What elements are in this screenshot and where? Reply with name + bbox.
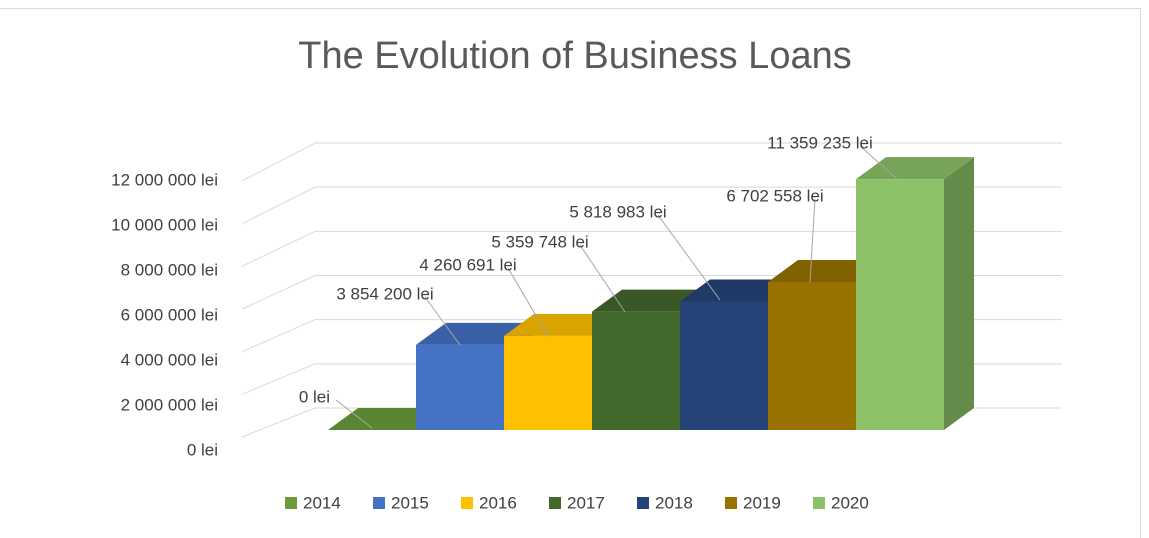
leader-line — [579, 244, 626, 313]
legend-swatch — [813, 497, 825, 509]
legend-swatch — [461, 497, 473, 509]
leader-line — [335, 399, 373, 429]
bar — [768, 281, 856, 430]
y-tick-label: 4 000 000 lei — [121, 350, 218, 369]
bar — [856, 179, 944, 430]
legend-label: 2019 — [743, 493, 781, 512]
legend-label: 2016 — [479, 493, 517, 512]
legend-label: 2015 — [391, 493, 429, 512]
y-tick-label: 12 000 000 lei — [111, 170, 218, 189]
legend-swatch — [725, 497, 737, 509]
legend-swatch — [637, 497, 649, 509]
data-label: 11 359 235 lei — [767, 133, 873, 152]
bar — [680, 301, 768, 430]
grid-line — [241, 186, 1062, 225]
bar — [592, 311, 680, 430]
legend-label: 2020 — [831, 493, 869, 512]
leader-line — [657, 214, 721, 301]
data-label: 4 260 691 lei — [419, 255, 516, 274]
chart-title: The Evolution of Business Loans — [298, 35, 851, 77]
grid-line — [241, 142, 1062, 182]
leader-line — [809, 198, 816, 283]
leader-line — [424, 296, 461, 346]
bar-side — [944, 157, 974, 431]
y-tick-label: 10 000 000 lei — [111, 215, 218, 234]
bar — [416, 344, 504, 430]
data-label: 3 854 200 lei — [336, 284, 433, 303]
y-tick-label: 2 000 000 lei — [121, 395, 218, 414]
data-label: 6 702 558 lei — [726, 186, 823, 205]
bar-top — [856, 157, 974, 180]
legend-swatch — [373, 497, 385, 509]
y-tick-label: 6 000 000 lei — [121, 305, 218, 324]
legend-label: 2014 — [303, 493, 341, 512]
data-label: 5 359 748 lei — [491, 232, 588, 251]
data-label: 5 818 983 lei — [569, 202, 666, 221]
legend-label: 2018 — [655, 493, 693, 512]
y-tick-label: 8 000 000 lei — [121, 260, 218, 279]
legend-label: 2017 — [567, 493, 605, 512]
legend-swatch — [549, 497, 561, 509]
legend-swatch — [285, 497, 297, 509]
leader-line — [507, 267, 549, 337]
bar — [504, 335, 592, 430]
leader-line — [859, 145, 898, 180]
y-tick-label: 0 lei — [187, 440, 218, 459]
chart-border — [0, 8, 1141, 538]
data-label: 0 lei — [299, 387, 330, 406]
